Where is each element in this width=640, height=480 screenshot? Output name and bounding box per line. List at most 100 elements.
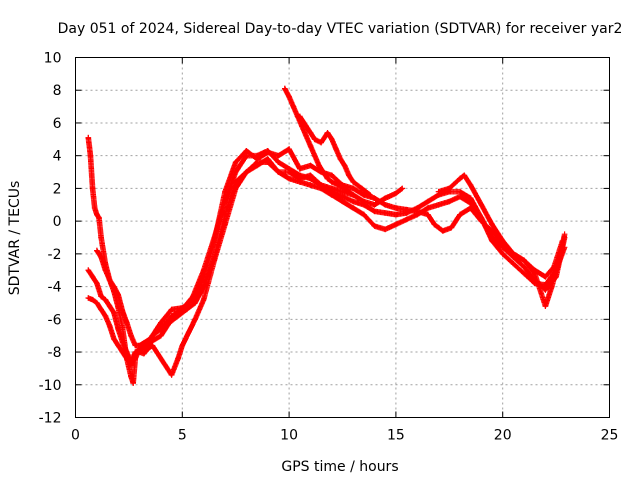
y-tick-label: -4	[48, 280, 62, 296]
data-point	[467, 195, 474, 201]
data-point	[339, 198, 346, 205]
data-point	[425, 211, 431, 218]
data-point	[119, 308, 126, 314]
data-point	[371, 208, 378, 215]
data-point	[94, 211, 100, 218]
data-point	[333, 146, 339, 152]
data-point	[542, 282, 549, 288]
data-point	[446, 185, 453, 192]
data-point	[307, 182, 314, 188]
data-point	[168, 313, 175, 319]
data-point	[111, 336, 117, 342]
data-point	[91, 205, 98, 211]
x-tick-label: 5	[178, 428, 187, 444]
data-point	[175, 355, 181, 362]
data-point	[128, 332, 134, 339]
data-point	[425, 205, 431, 211]
data-point	[192, 316, 198, 323]
data-point	[282, 85, 288, 92]
data-point	[264, 159, 271, 165]
data-point	[489, 238, 495, 244]
data-point	[461, 172, 468, 179]
data-point	[448, 224, 455, 231]
data-point	[275, 169, 282, 175]
data-point	[115, 342, 121, 349]
data-point	[115, 292, 121, 298]
data-point	[158, 319, 164, 326]
data-point	[542, 303, 549, 309]
data-point	[393, 205, 399, 211]
data-point	[297, 175, 303, 182]
data-point	[102, 313, 109, 319]
plot-frame	[75, 57, 610, 418]
data-point	[200, 274, 207, 280]
data-point	[145, 346, 151, 352]
data-point	[179, 305, 186, 311]
data-point	[286, 175, 292, 182]
data-layer	[85, 85, 568, 386]
data-point	[478, 218, 485, 224]
grid-layer	[75, 57, 610, 418]
data-point	[168, 306, 175, 313]
data-point	[307, 130, 314, 136]
data-point	[124, 355, 130, 362]
data-point	[243, 148, 250, 154]
data-point	[329, 179, 335, 185]
data-point	[89, 185, 96, 192]
data-point	[339, 193, 346, 200]
data-point	[132, 352, 139, 359]
data-point	[254, 156, 260, 162]
data-point	[350, 205, 356, 211]
data-point	[106, 277, 113, 283]
data-point	[222, 221, 228, 228]
y-tick-label: -12	[39, 411, 62, 427]
data-point	[136, 342, 143, 349]
data-point	[297, 113, 303, 120]
series-trace-g	[435, 172, 568, 309]
data-point	[329, 185, 335, 192]
data-point	[371, 202, 378, 208]
data-point	[457, 188, 463, 195]
data-point	[457, 175, 463, 182]
data-point	[264, 149, 271, 156]
data-point	[175, 313, 181, 319]
data-point	[361, 211, 367, 218]
data-point	[102, 296, 109, 303]
data-point	[111, 283, 117, 290]
data-point	[115, 326, 121, 332]
y-tick-label: -10	[39, 378, 62, 394]
data-point	[94, 247, 100, 254]
data-point	[275, 152, 282, 159]
x-tick-label: 20	[494, 428, 512, 444]
data-point	[318, 139, 324, 146]
y-tick-label: 6	[53, 116, 62, 132]
data-point	[190, 296, 196, 303]
data-point	[510, 251, 517, 257]
x-tick-label: 10	[280, 428, 298, 444]
data-point	[542, 274, 549, 280]
data-point	[382, 195, 388, 201]
series-trace-e	[282, 85, 356, 198]
data-point	[435, 224, 442, 231]
data-point	[431, 221, 438, 228]
data-point	[382, 210, 388, 216]
data-point	[478, 202, 485, 208]
data-point	[403, 206, 410, 213]
data-point	[200, 296, 207, 303]
data-point	[111, 310, 117, 316]
data-point	[341, 185, 348, 192]
data-point	[318, 182, 324, 188]
y-tick-label: 8	[53, 83, 62, 99]
data-point	[85, 134, 92, 141]
data-point	[371, 223, 378, 229]
data-point	[361, 192, 367, 198]
data-point	[307, 162, 314, 169]
data-point	[341, 162, 348, 169]
data-point	[87, 152, 94, 159]
data-point	[119, 349, 126, 355]
data-point	[350, 185, 356, 192]
data-point	[467, 182, 474, 188]
data-point	[542, 287, 549, 293]
data-point	[98, 306, 104, 313]
x-tick-label: 25	[601, 428, 619, 444]
